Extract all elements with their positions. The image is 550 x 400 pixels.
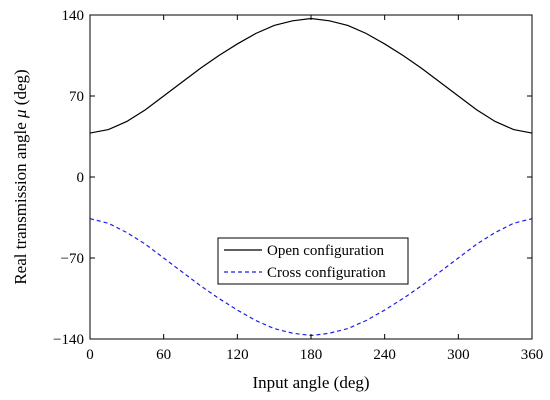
legend-box (217, 237, 409, 285)
x-tick-label: 360 (521, 347, 544, 363)
y-axis-title: Real transmission angle μ (deg) (11, 69, 30, 284)
series-layer (89, 17, 533, 337)
y-axis-title-text: Real transmission angle (11, 118, 30, 285)
x-tick-label: 60 (156, 347, 171, 363)
legend-label-cross: Cross configuration (267, 265, 386, 281)
y-tick-label: −140 (53, 332, 84, 348)
y-axis-title-symbol: μ (11, 109, 30, 119)
y-tick-label: 0 (77, 170, 85, 186)
x-tick-label: 0 (86, 347, 94, 363)
ticks-layer: 0 60 120 180 240 300 360 −140 −70 0 70 140 (53, 8, 543, 363)
y-axis-title-unit: (deg) (11, 69, 30, 109)
plot-frame (89, 14, 533, 340)
y-tick-label: −70 (61, 251, 84, 267)
legend: Open configuration Cross configuration (217, 237, 409, 285)
legend-label-open: Open configuration (267, 243, 385, 259)
y-tick-label: 70 (69, 89, 84, 105)
x-tick-label: 180 (300, 347, 323, 363)
series-line-open (89, 17, 533, 134)
x-tick-label: 120 (226, 347, 249, 363)
x-tick-label: 240 (373, 347, 396, 363)
x-tick-label: 300 (447, 347, 470, 363)
x-axis-title: Input angle (deg) (252, 373, 369, 392)
y-tick-label: 140 (62, 8, 85, 24)
